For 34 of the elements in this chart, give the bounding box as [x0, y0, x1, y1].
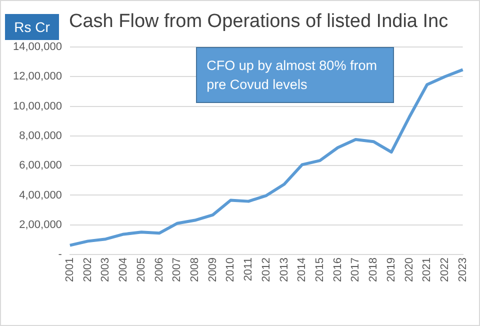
- x-tick-label: 2021: [421, 258, 434, 282]
- y-tick-label: 6,00,000: [19, 160, 62, 172]
- x-tick-label: 2009: [206, 258, 219, 282]
- x-tick-label: 2001: [64, 258, 76, 282]
- x-tick-label: 2015: [314, 258, 326, 282]
- x-tick-label: 2012: [260, 258, 272, 282]
- chart-title: Cash Flow from Operations of listed India Inc: [69, 11, 448, 33]
- x-tick-label: 2004: [118, 258, 130, 282]
- x-tick-label: 2008: [188, 258, 201, 282]
- x-tick-label: 2022: [438, 258, 451, 282]
- x-tick-label: 2019: [385, 258, 398, 282]
- x-tick-label: 2017: [350, 258, 362, 282]
- x-tick-label: 2007: [171, 258, 184, 282]
- x-tick-label: 2014: [296, 258, 308, 282]
- y-tick-label: 2,00,000: [19, 218, 62, 231]
- x-tick-label: 2002: [82, 258, 94, 282]
- y-tick-label: 8,00,000: [19, 130, 62, 142]
- y-tick-label: 4,00,000: [19, 189, 62, 202]
- x-tick-label: 2020: [403, 258, 416, 282]
- annotation: CFO up by almost 80% from pre Covud levels: [196, 47, 394, 103]
- y-tick-label: 12,00,000: [13, 70, 62, 83]
- x-tick-label: 2013: [278, 258, 290, 282]
- x-tick-label: 2018: [368, 258, 380, 282]
- x-tick-label: 2016: [332, 258, 344, 282]
- y-tick-label: 14,00,000: [13, 41, 62, 54]
- x-tick-label: 2005: [135, 258, 148, 282]
- y-axis-title: Rs Cr: [5, 14, 59, 40]
- y-tick-label: 10,00,000: [13, 100, 62, 112]
- x-tick-label: 2003: [100, 258, 112, 282]
- x-tick-label: 2006: [153, 258, 166, 282]
- x-tick-label: 2011: [242, 258, 255, 282]
- y-tick-label: -: [58, 248, 62, 261]
- x-tick-label: 2010: [224, 258, 237, 282]
- x-tick-label: 2023: [456, 258, 469, 282]
